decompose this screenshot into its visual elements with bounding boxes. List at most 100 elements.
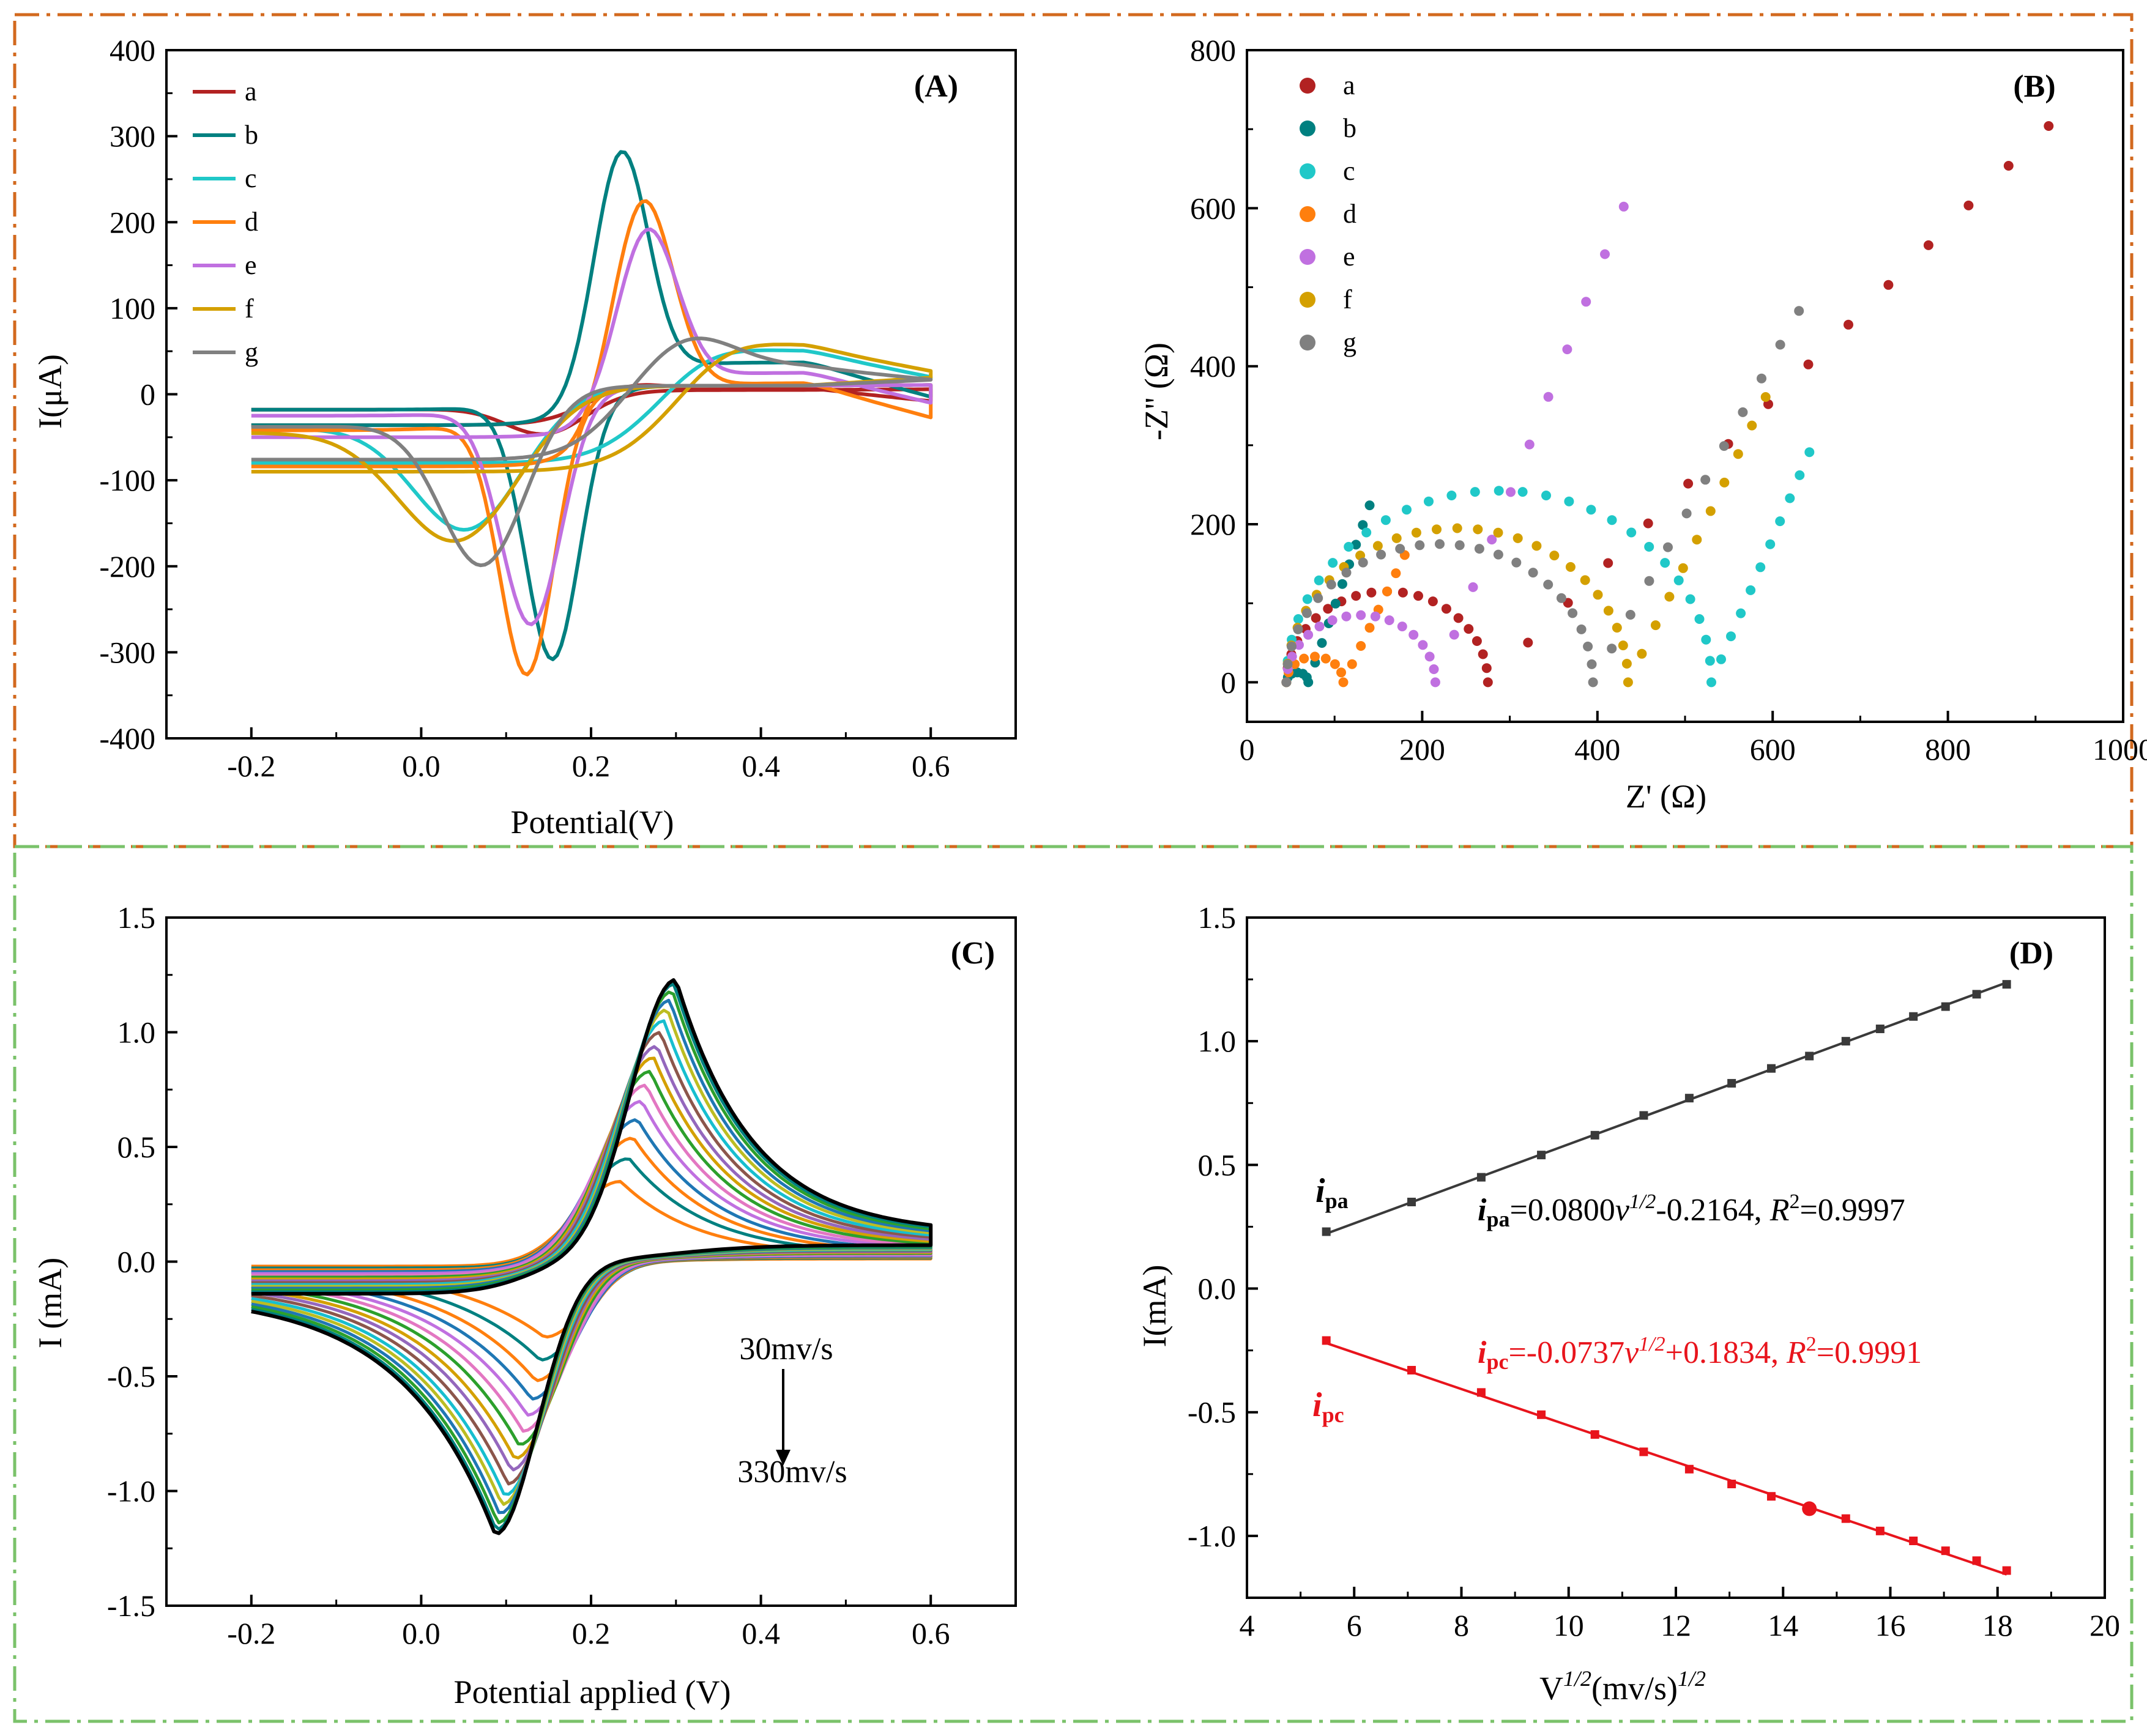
panel-b-point-c xyxy=(1716,654,1726,664)
panel-b-point-g xyxy=(1395,544,1405,554)
panel-d-point-ipa xyxy=(1909,1012,1918,1021)
panel-b-point-a xyxy=(1413,591,1423,601)
panel-b-point-e xyxy=(1370,611,1380,621)
panel-b-point-c xyxy=(1775,516,1785,527)
panel-b-point-g xyxy=(1607,644,1617,654)
panel-b-point-d xyxy=(1320,653,1331,664)
panel-b: (B) Z' (Ω) -Z'' (Ω) 0 200 400 600 800 1000 800… xyxy=(1138,33,2147,815)
panel-d-point-ipa xyxy=(2002,980,2011,989)
y-tick-label: 0 xyxy=(140,377,155,412)
y-tick-label: 400 xyxy=(110,33,155,67)
panel-b-point-f xyxy=(1452,523,1462,533)
panel-a-curve-g xyxy=(251,336,933,568)
panel-b-point-g xyxy=(1625,610,1635,620)
y-tick-label: 0.0 xyxy=(117,1245,156,1279)
scan-rate-end-label: 330mv/s xyxy=(737,1455,847,1489)
panel-d-point-ipa xyxy=(1727,1078,1736,1088)
x-tick-label: 600 xyxy=(1750,732,1796,766)
panel-b-point-d xyxy=(1290,659,1300,669)
panel-b-point-b xyxy=(1364,500,1375,511)
panel-d-xlabel: V1/2(mv/s)1/2 xyxy=(1539,1666,1706,1707)
panel-b-point-d xyxy=(1338,677,1349,688)
panel-b-point-g xyxy=(1493,549,1503,560)
y-tick-label: -300 xyxy=(99,635,155,669)
x-tick-label: 0.0 xyxy=(402,1616,441,1650)
panel-d-point-ipc xyxy=(1766,1492,1776,1501)
panel-c-axes-frame xyxy=(165,916,1017,1607)
panel-b-point-d xyxy=(1347,659,1357,669)
panel-b-legend-label-f: f xyxy=(1343,284,1352,314)
y-tick-label: 800 xyxy=(1190,33,1236,67)
x-tick-label: 0.0 xyxy=(402,749,441,783)
panel-a-ylabel: I(μA) xyxy=(32,354,69,429)
panel-d-point-ipc xyxy=(1407,1365,1416,1374)
x-tick-label: 10 xyxy=(1554,1608,1584,1642)
panel-b-point-f xyxy=(1593,590,1603,600)
panel-b-point-g xyxy=(1700,475,1711,485)
x-tick-label: 0.2 xyxy=(572,749,611,783)
panel-b-point-b xyxy=(1358,520,1368,530)
panel-b-point-e xyxy=(1543,391,1554,402)
panel-b-point-c xyxy=(1644,541,1654,552)
panel-b-point-c xyxy=(1726,631,1736,642)
panel-b-point-b xyxy=(1303,677,1314,688)
panel-b-point-e xyxy=(1449,629,1459,640)
ipa-series-label: ipa xyxy=(1315,1172,1349,1213)
panel-b-point-e xyxy=(1303,629,1314,640)
panel-b-point-c xyxy=(1344,541,1354,552)
panel-b-legend-marker-f xyxy=(1300,292,1315,308)
panel-b-point-a xyxy=(2003,161,2014,171)
x-tick-label: -0.2 xyxy=(227,1616,275,1650)
panel-d-point-ipa xyxy=(1590,1130,1599,1140)
panel-b-legend-marker-a xyxy=(1300,78,1315,94)
panel-b-point-f xyxy=(1664,592,1675,602)
panel-b-point-c xyxy=(1470,487,1480,497)
panel-b-point-e xyxy=(1418,640,1428,650)
panel-b-point-a xyxy=(1366,587,1377,598)
panel-b-legend-label-a: a xyxy=(1343,70,1355,100)
panel-b-point-e xyxy=(1384,615,1394,625)
x-tick-label: 0 xyxy=(1240,732,1255,766)
panel-b-point-c xyxy=(1706,677,1716,688)
panel-b-point-g xyxy=(1376,549,1386,560)
panel-b-point-a xyxy=(2044,121,2054,131)
panel-d-point-ipa xyxy=(1476,1173,1486,1182)
y-tick-label: 0.5 xyxy=(117,1130,156,1164)
panel-b-point-a xyxy=(1441,604,1451,614)
panel-d-label: (D) xyxy=(2009,936,2053,971)
panel-b-point-a xyxy=(1351,591,1361,601)
panel-b-point-g xyxy=(1644,576,1654,586)
y-tick-label: 1.0 xyxy=(117,1015,156,1050)
panel-b-point-g xyxy=(1313,593,1323,603)
panel-b-point-e xyxy=(1618,201,1629,212)
panel-c: (C) Potential applied (V) I (mA) 30mv/s … xyxy=(32,900,1017,1710)
panel-a-legend-label-e: e xyxy=(245,250,257,280)
panel-b-point-f xyxy=(1580,575,1590,585)
panel-b-point-c xyxy=(1660,558,1670,568)
panel-a-xlabel: Potential(V) xyxy=(511,804,674,840)
y-tick-label: 300 xyxy=(110,119,155,154)
panel-b-point-g xyxy=(1454,540,1465,551)
panel-b-point-e xyxy=(1397,621,1407,632)
panel-b-legend-label-b: b xyxy=(1343,113,1356,143)
panel-b-point-g xyxy=(1583,641,1593,651)
y-tick-label: 1.5 xyxy=(1198,900,1237,935)
y-tick-label: -100 xyxy=(99,463,155,497)
panel-d-point-ipa xyxy=(1875,1024,1885,1033)
panel-d-axes-frame xyxy=(1246,916,2106,1599)
panel-d: (D) V1/2(mv/s)1/2 I(mA) ipa ipc ipa=0.08… xyxy=(1136,900,2120,1707)
y-tick-label: 0.0 xyxy=(1198,1272,1237,1306)
y-tick-label: -200 xyxy=(99,549,155,584)
panel-d-point-ipc xyxy=(1941,1546,1950,1556)
y-tick-label: 200 xyxy=(110,205,155,239)
panel-d-point-ipc xyxy=(1802,1501,1817,1516)
xlabel-mid: (mv/s) xyxy=(1591,1670,1678,1707)
panel-b-point-e xyxy=(1562,344,1572,355)
panel-b-point-b xyxy=(1337,579,1347,589)
y-tick-label: -1.0 xyxy=(107,1474,155,1508)
x-tick-label: 400 xyxy=(1574,732,1620,766)
panel-b-point-g xyxy=(1719,441,1729,451)
y-tick-label: 200 xyxy=(1190,507,1236,541)
panel-b-point-f xyxy=(1372,541,1383,551)
